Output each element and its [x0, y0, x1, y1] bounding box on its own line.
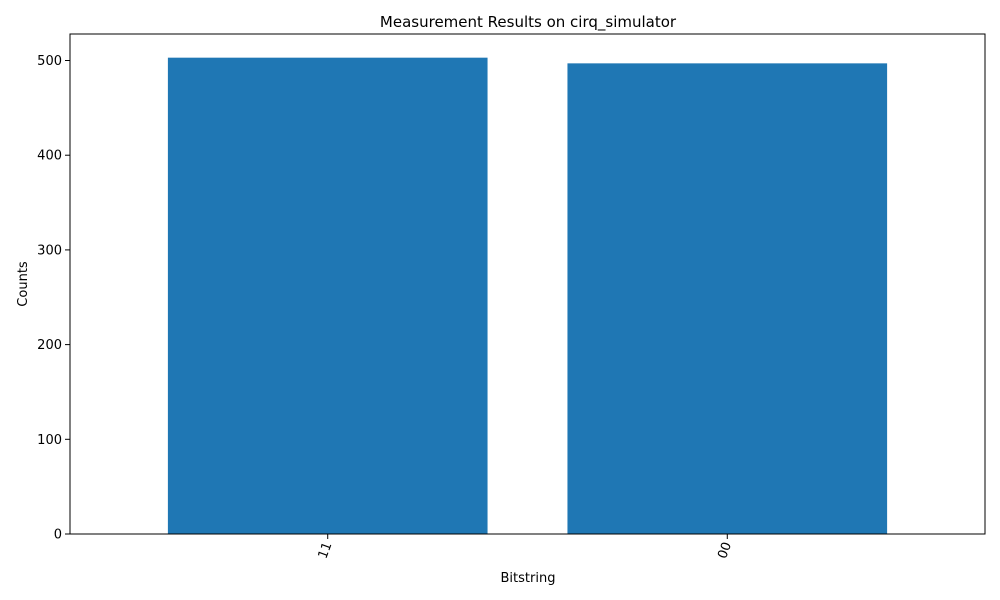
plot-frame — [69, 33, 986, 535]
bar-00 — [567, 63, 888, 535]
x-axis-label: Bitstring — [501, 571, 556, 586]
bar-11 — [167, 57, 488, 534]
chart-title: Measurement Results on cirq_simulator — [380, 13, 677, 32]
y-tick-label: 100 — [37, 433, 62, 448]
y-tick-label: 400 — [37, 149, 62, 164]
y-tick-label: 500 — [37, 54, 62, 69]
x-tick-label: 00 — [715, 540, 735, 561]
bars-group — [167, 57, 888, 535]
y-axis-ticks: 0 100 200 300 400 500 — [37, 54, 70, 543]
y-tick-label: 0 — [54, 528, 62, 543]
y-tick-label: 200 — [37, 338, 62, 353]
y-tick-label: 300 — [37, 243, 62, 258]
x-tick-label: 11 — [316, 540, 336, 561]
y-axis-label: Counts — [16, 261, 31, 307]
x-axis-ticks: 11 00 — [316, 534, 735, 561]
